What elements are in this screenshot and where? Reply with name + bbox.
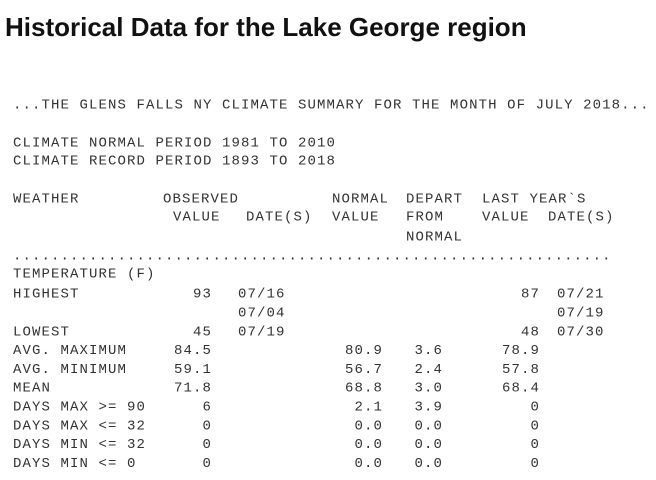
depart-value: 3.6 [414, 343, 443, 359]
observed-value: 0 [202, 456, 212, 472]
observed-date: 07/04 [238, 306, 286, 322]
last-year-value: 57.8 [502, 362, 540, 378]
depart-value: 3.9 [414, 400, 443, 416]
column-header: DATE(S) [246, 210, 313, 226]
column-header: NORMAL [332, 192, 389, 208]
depart-value: 3.0 [414, 381, 443, 397]
row-label: HIGHEST [13, 287, 80, 303]
row-label: DAYS MIN <= 0 [13, 456, 137, 472]
last-year-value: 0 [530, 456, 540, 472]
observed-value: 45 [193, 324, 212, 340]
column-header: LAST YEAR`S [482, 192, 587, 208]
last-year-value: 87 [521, 287, 540, 303]
observed-value: 93 [193, 287, 212, 303]
last-year-value: 48 [521, 324, 540, 340]
normal-value: 80.9 [345, 343, 383, 359]
section-label: TEMPERATURE (F) [13, 267, 156, 283]
observed-value: 84.5 [174, 343, 212, 359]
separator: ........................................… [13, 249, 612, 265]
normal-value: 56.7 [345, 362, 383, 378]
column-header: FROM [406, 210, 444, 226]
period: CLIMATE RECORD PERIOD 1893 TO 2018 [13, 154, 336, 170]
row-label: DAYS MAX <= 32 [13, 418, 146, 434]
depart-value: 0.0 [414, 437, 443, 453]
row-label: MEAN [13, 381, 51, 397]
last-year-date: 07/21 [557, 287, 605, 303]
normal-value: 2.1 [354, 400, 383, 416]
column-header: DEPART [406, 192, 463, 208]
depart-value: 0.0 [414, 418, 443, 434]
normal-value: 0.0 [354, 418, 383, 434]
last-year-value: 0 [530, 418, 540, 434]
column-header: WEATHER [13, 192, 80, 208]
period: CLIMATE NORMAL PERIOD 1981 TO 2010 [13, 136, 336, 152]
row-label: DAYS MIN <= 32 [13, 437, 146, 453]
last-year-date: 07/19 [557, 306, 605, 322]
observed-value: 71.8 [174, 381, 212, 397]
observed-date: 07/19 [238, 324, 286, 340]
summary-line: ...THE GLENS FALLS NY CLIMATE SUMMARY FO… [13, 98, 650, 114]
observed-value: 59.1 [174, 362, 212, 378]
row-label: LOWEST [13, 324, 70, 340]
observed-value: 0 [202, 437, 212, 453]
observed-value: 6 [202, 400, 212, 416]
last-year-value: 0 [530, 400, 540, 416]
last-year-date: 07/30 [557, 324, 605, 340]
depart-value: 2.4 [414, 362, 443, 378]
page-title: Historical Data for the Lake George regi… [5, 12, 527, 42]
column-header: VALUE [482, 210, 530, 226]
last-year-value: 68.4 [502, 381, 540, 397]
observed-value: 0 [202, 418, 212, 434]
normal-value: 68.8 [345, 381, 383, 397]
column-header: VALUE [173, 210, 221, 226]
normal-value: 0.0 [354, 437, 383, 453]
last-year-value: 0 [530, 437, 540, 453]
column-header: VALUE [332, 210, 380, 226]
observed-date: 07/16 [238, 287, 286, 303]
column-header: DATE(S) [548, 210, 615, 226]
last-year-value: 78.9 [502, 343, 540, 359]
normal-value: 0.0 [354, 456, 383, 472]
column-header: NORMAL [406, 230, 463, 246]
row-label: AVG. MAXIMUM [13, 343, 127, 359]
row-label: AVG. MINIMUM [13, 362, 127, 378]
column-header: OBSERVED [163, 192, 239, 208]
row-label: DAYS MAX >= 90 [13, 400, 146, 416]
depart-value: 0.0 [414, 456, 443, 472]
